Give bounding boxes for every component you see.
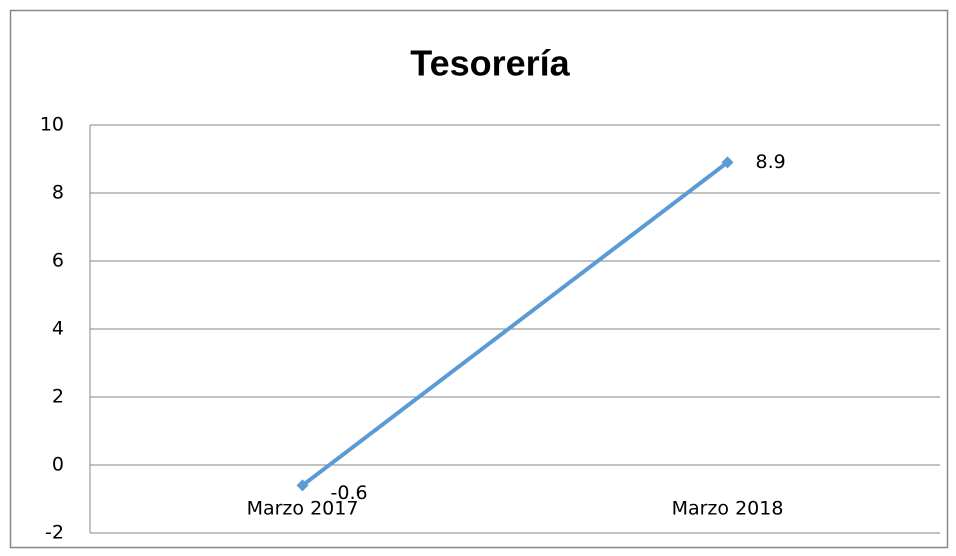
chart-border bbox=[9, 9, 949, 549]
series-line bbox=[301, 160, 729, 487]
y-tick-label: 6 bbox=[52, 250, 64, 272]
x-tick-label: Marzo 2017 bbox=[247, 498, 359, 520]
data-point bbox=[296, 479, 309, 492]
x-tick-label: Marzo 2018 bbox=[672, 498, 784, 520]
data-point bbox=[721, 156, 734, 169]
y-tick-label: 4 bbox=[52, 318, 64, 340]
y-tick-label: 0 bbox=[52, 454, 64, 476]
y-tick-label: 8 bbox=[52, 182, 64, 204]
data-label: 8.9 bbox=[756, 151, 786, 173]
y-tick-label: 2 bbox=[52, 386, 64, 408]
y-tick-label: -2 bbox=[45, 522, 64, 544]
data-label: -0.6 bbox=[331, 482, 368, 504]
y-tick-label: 10 bbox=[40, 114, 64, 136]
chart-title: Tesorería bbox=[410, 43, 570, 84]
